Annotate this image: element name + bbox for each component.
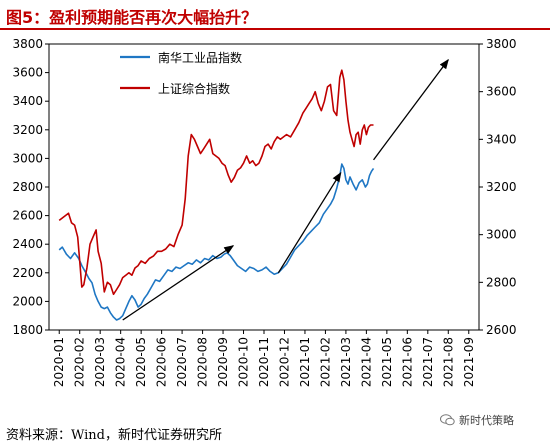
series-layer <box>58 69 375 321</box>
plot-frame <box>48 43 480 331</box>
x-tick-label: 2021-07 <box>421 337 435 387</box>
legend-label-shanghai: 上证综合指数 <box>158 81 230 96</box>
x-tick-label: 2021-05 <box>380 337 394 387</box>
x-tick-label: 2020-07 <box>175 337 189 387</box>
x-tick-label: 2021-03 <box>339 337 353 387</box>
y-left-tick-label: 2200 <box>12 266 43 280</box>
y-right-tick-label: 2600 <box>486 323 517 337</box>
x-tick-label: 2021-09 <box>462 337 476 387</box>
y-right-tick-label: 3000 <box>486 228 517 242</box>
watermark: 新时代策略 <box>440 412 514 428</box>
trend-arrow-2 <box>373 58 449 161</box>
x-tick-label: 2020-09 <box>216 337 230 387</box>
y-left-tick-label: 3200 <box>12 123 43 137</box>
y-right-tick-label: 3400 <box>486 132 517 146</box>
y-left-tick-label: 3800 <box>12 37 43 51</box>
y-left-tick-label: 3600 <box>12 66 43 80</box>
x-tick-label: 2020-11 <box>257 337 271 387</box>
y-right-tick-label: 3600 <box>486 85 517 99</box>
trend-arrows <box>122 58 449 321</box>
x-tick-label: 2020-05 <box>134 337 148 387</box>
x-tick-label: 2020-04 <box>114 337 128 387</box>
title-divider <box>0 28 550 30</box>
trend-arrow-1 <box>277 171 342 274</box>
x-tick-label: 2021-02 <box>318 337 332 387</box>
y-right-tick-label: 3200 <box>486 180 517 194</box>
x-tick-label: 2020-10 <box>237 337 251 387</box>
trend-arrow-0 <box>122 245 235 321</box>
x-tick-label: 2020-08 <box>196 337 210 387</box>
x-tick-label: 2020-06 <box>155 337 169 387</box>
x-tick-label: 2020-02 <box>73 337 87 387</box>
y-left-tick-label: 3000 <box>12 151 43 165</box>
y-right-tick-label: 2800 <box>486 275 517 289</box>
x-tick-label: 2020-12 <box>277 337 291 387</box>
source-note: 资料来源：Wind，新时代证券研究所 <box>6 428 222 443</box>
y-left-tick-label: 2000 <box>12 294 43 308</box>
x-tick-label: 2020-01 <box>52 337 66 387</box>
x-tick-label: 2021-01 <box>298 337 312 387</box>
y-right-tick-label: 3800 <box>486 37 517 51</box>
wechat-icon <box>440 414 455 426</box>
y-left-tick-label: 2400 <box>12 237 43 251</box>
series-line-0 <box>58 163 375 321</box>
x-tick-label: 2021-08 <box>441 337 455 387</box>
legend: 南华工业品指数 上证综合指数 <box>120 50 242 96</box>
axes: 1800 2000 2200 2400 2600 2800 3000 3200 3400 3600… <box>12 37 516 387</box>
y-left-tick-label: 1800 <box>12 323 43 337</box>
y-left-tick-label: 2800 <box>12 180 43 194</box>
x-tick-label: 2020-03 <box>93 337 107 387</box>
y-left-tick-label: 2600 <box>12 209 43 223</box>
legend-label-nanhua: 南华工业品指数 <box>158 50 242 65</box>
series-line-1 <box>58 69 374 296</box>
x-tick-label: 2021-04 <box>359 337 373 387</box>
chart: 1800 2000 2200 2400 2600 2800 3000 3200 3400 3600… <box>12 37 516 387</box>
chart-title: 图5：盈利预期能否再次大幅抬升？ <box>6 8 258 27</box>
watermark-text: 新时代策略 <box>459 414 514 427</box>
y-left-tick-label: 3400 <box>12 94 43 108</box>
x-tick-label: 2021-06 <box>400 337 414 387</box>
